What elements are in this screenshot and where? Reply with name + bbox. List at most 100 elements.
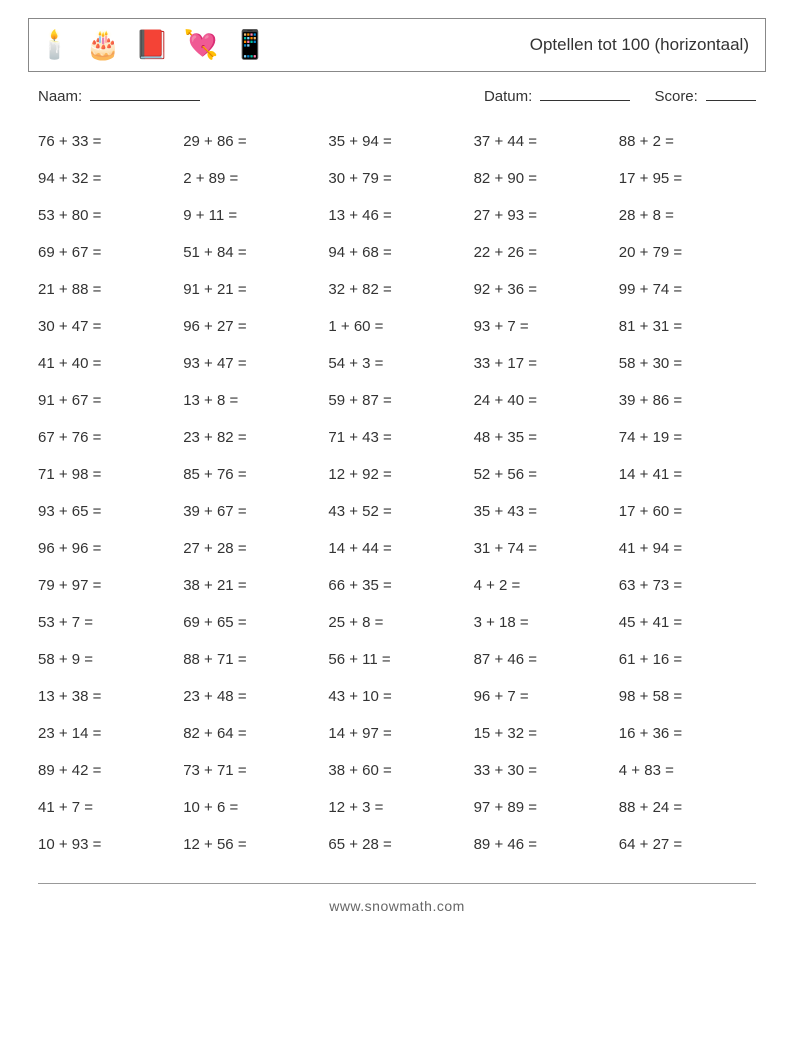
problem-cell: 38 + 60 = — [328, 752, 465, 789]
problem-cell: 71 + 98 = — [38, 456, 175, 493]
problem-cell: 25 + 8 = — [328, 604, 465, 641]
info-row: Naam: Datum: Score: — [28, 86, 766, 113]
problem-cell: 20 + 79 = — [619, 234, 756, 271]
problem-cell: 30 + 47 = — [38, 308, 175, 345]
problem-cell: 92 + 36 = — [474, 271, 611, 308]
cake-icon: 🎂 — [86, 31, 121, 59]
problem-cell: 93 + 65 = — [38, 493, 175, 530]
problem-cell: 30 + 79 = — [328, 160, 465, 197]
score-field: Score: — [654, 86, 756, 105]
worksheet-page: 🕯️ 🎂 📕 💘 📱 Optellen tot 100 (horizontaal… — [0, 0, 794, 926]
name-label: Naam: — [38, 88, 82, 105]
problem-cell: 94 + 68 = — [328, 234, 465, 271]
problem-cell: 13 + 8 = — [183, 382, 320, 419]
problem-cell: 94 + 32 = — [38, 160, 175, 197]
problem-cell: 52 + 56 = — [474, 456, 611, 493]
problems-grid: 76 + 33 =29 + 86 =35 + 94 =37 + 44 =88 +… — [28, 117, 766, 875]
date-label: Datum: — [484, 88, 532, 105]
problem-cell: 93 + 7 = — [474, 308, 611, 345]
problem-cell: 14 + 41 = — [619, 456, 756, 493]
header-box: 🕯️ 🎂 📕 💘 📱 Optellen tot 100 (horizontaal… — [28, 18, 766, 72]
problem-cell: 88 + 2 = — [619, 123, 756, 160]
problem-cell: 3 + 18 = — [474, 604, 611, 641]
problem-cell: 53 + 80 = — [38, 197, 175, 234]
problem-cell: 76 + 33 = — [38, 123, 175, 160]
problem-cell: 91 + 67 = — [38, 382, 175, 419]
problem-cell: 69 + 65 = — [183, 604, 320, 641]
icon-strip: 🕯️ 🎂 📕 💘 📱 — [37, 31, 267, 59]
problem-cell: 64 + 27 = — [619, 826, 756, 863]
problem-cell: 39 + 67 = — [183, 493, 320, 530]
candle-icon: 🕯️ — [37, 31, 72, 59]
problem-cell: 14 + 44 = — [328, 530, 465, 567]
problem-cell: 17 + 95 = — [619, 160, 756, 197]
problem-cell: 81 + 31 = — [619, 308, 756, 345]
problem-cell: 28 + 8 = — [619, 197, 756, 234]
problem-cell: 87 + 46 = — [474, 641, 611, 678]
problem-cell: 21 + 88 = — [38, 271, 175, 308]
problem-cell: 2 + 89 = — [183, 160, 320, 197]
phone-icon: 📱 — [233, 31, 268, 59]
problem-cell: 23 + 82 = — [183, 419, 320, 456]
date-field: Datum: — [484, 86, 631, 105]
problem-cell: 33 + 17 = — [474, 345, 611, 382]
problem-cell: 88 + 71 = — [183, 641, 320, 678]
problem-cell: 29 + 86 = — [183, 123, 320, 160]
problem-cell: 58 + 30 = — [619, 345, 756, 382]
problem-cell: 59 + 87 = — [328, 382, 465, 419]
problem-cell: 82 + 64 = — [183, 715, 320, 752]
problem-cell: 33 + 30 = — [474, 752, 611, 789]
problem-cell: 13 + 38 = — [38, 678, 175, 715]
problem-cell: 98 + 58 = — [619, 678, 756, 715]
footer-text: www.snowmath.com — [28, 898, 766, 914]
date-blank[interactable] — [540, 86, 630, 101]
problem-cell: 4 + 2 = — [474, 567, 611, 604]
problem-cell: 35 + 94 = — [328, 123, 465, 160]
problem-cell: 38 + 21 = — [183, 567, 320, 604]
problem-cell: 43 + 10 = — [328, 678, 465, 715]
name-field: Naam: — [38, 86, 200, 105]
problem-cell: 22 + 26 = — [474, 234, 611, 271]
problem-cell: 32 + 82 = — [328, 271, 465, 308]
problem-cell: 4 + 83 = — [619, 752, 756, 789]
problem-cell: 23 + 48 = — [183, 678, 320, 715]
problem-cell: 15 + 32 = — [474, 715, 611, 752]
problem-cell: 63 + 73 = — [619, 567, 756, 604]
problem-cell: 96 + 96 = — [38, 530, 175, 567]
worksheet-title: Optellen tot 100 (horizontaal) — [530, 35, 749, 55]
problem-cell: 97 + 89 = — [474, 789, 611, 826]
problem-cell: 39 + 86 = — [619, 382, 756, 419]
problem-cell: 73 + 71 = — [183, 752, 320, 789]
problem-cell: 88 + 24 = — [619, 789, 756, 826]
footer-divider — [38, 883, 756, 884]
problem-cell: 74 + 19 = — [619, 419, 756, 456]
problem-cell: 9 + 11 = — [183, 197, 320, 234]
problem-cell: 56 + 11 = — [328, 641, 465, 678]
problem-cell: 41 + 94 = — [619, 530, 756, 567]
card-icon: 📕 — [135, 31, 170, 59]
problem-cell: 23 + 14 = — [38, 715, 175, 752]
problem-cell: 16 + 36 = — [619, 715, 756, 752]
problem-cell: 61 + 16 = — [619, 641, 756, 678]
problem-cell: 13 + 46 = — [328, 197, 465, 234]
problem-cell: 65 + 28 = — [328, 826, 465, 863]
problem-cell: 69 + 67 = — [38, 234, 175, 271]
problem-cell: 89 + 46 = — [474, 826, 611, 863]
problem-cell: 96 + 27 = — [183, 308, 320, 345]
problem-cell: 14 + 97 = — [328, 715, 465, 752]
problem-cell: 71 + 43 = — [328, 419, 465, 456]
problem-cell: 24 + 40 = — [474, 382, 611, 419]
problem-cell: 53 + 7 = — [38, 604, 175, 641]
problem-cell: 41 + 40 = — [38, 345, 175, 382]
problem-cell: 67 + 76 = — [38, 419, 175, 456]
problem-cell: 93 + 47 = — [183, 345, 320, 382]
name-blank[interactable] — [90, 86, 200, 101]
problem-cell: 89 + 42 = — [38, 752, 175, 789]
score-blank[interactable] — [706, 86, 756, 101]
problem-cell: 10 + 6 = — [183, 789, 320, 826]
problem-cell: 12 + 92 = — [328, 456, 465, 493]
problem-cell: 12 + 3 = — [328, 789, 465, 826]
problem-cell: 54 + 3 = — [328, 345, 465, 382]
heart-wings-icon: 💘 — [184, 31, 219, 59]
problem-cell: 41 + 7 = — [38, 789, 175, 826]
